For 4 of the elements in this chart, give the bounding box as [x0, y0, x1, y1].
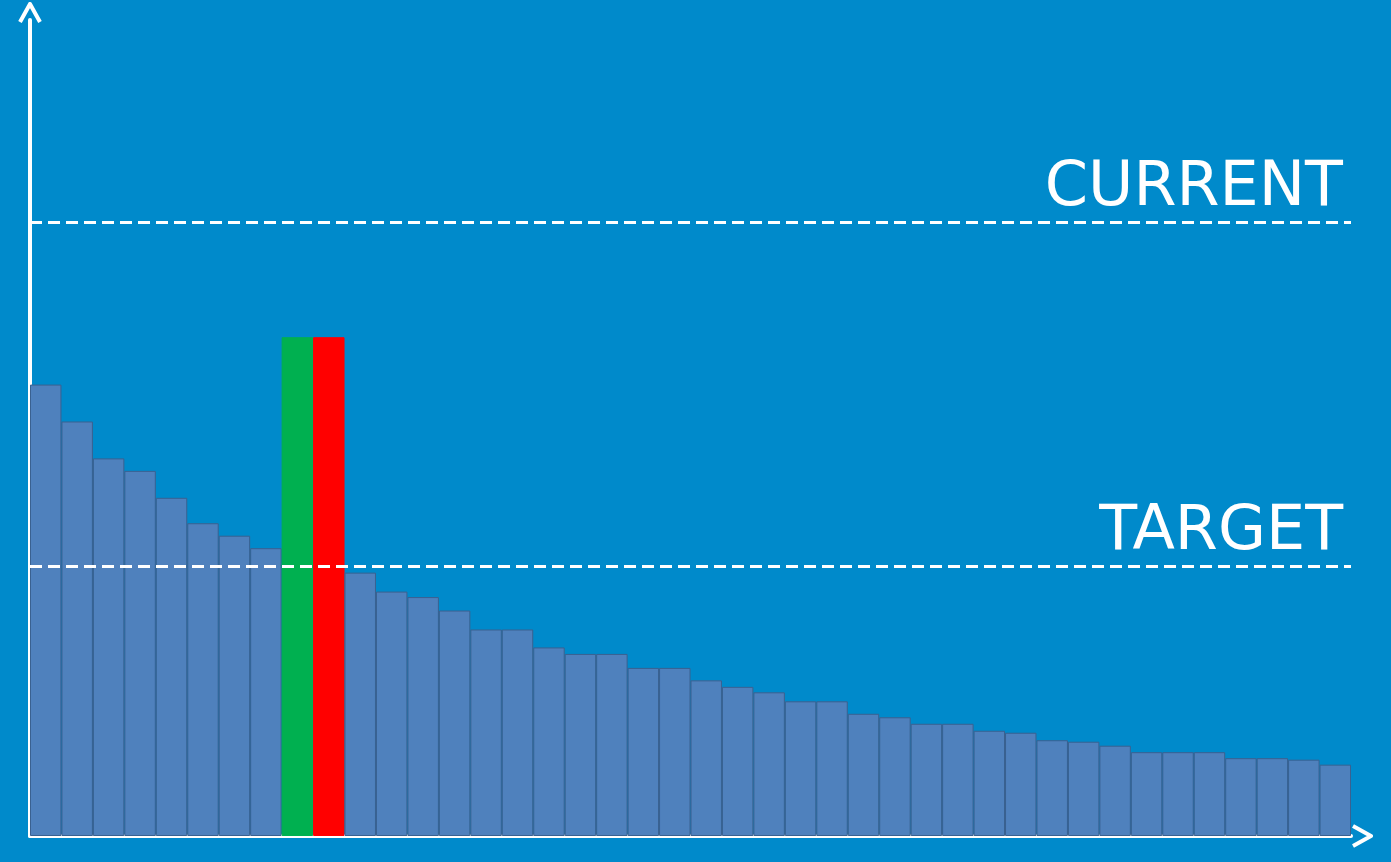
ref-line-label: CURRENT [1044, 146, 1345, 220]
ref-line-label: TARGET [1098, 491, 1345, 565]
bar [281, 337, 314, 836]
bar [313, 337, 345, 836]
